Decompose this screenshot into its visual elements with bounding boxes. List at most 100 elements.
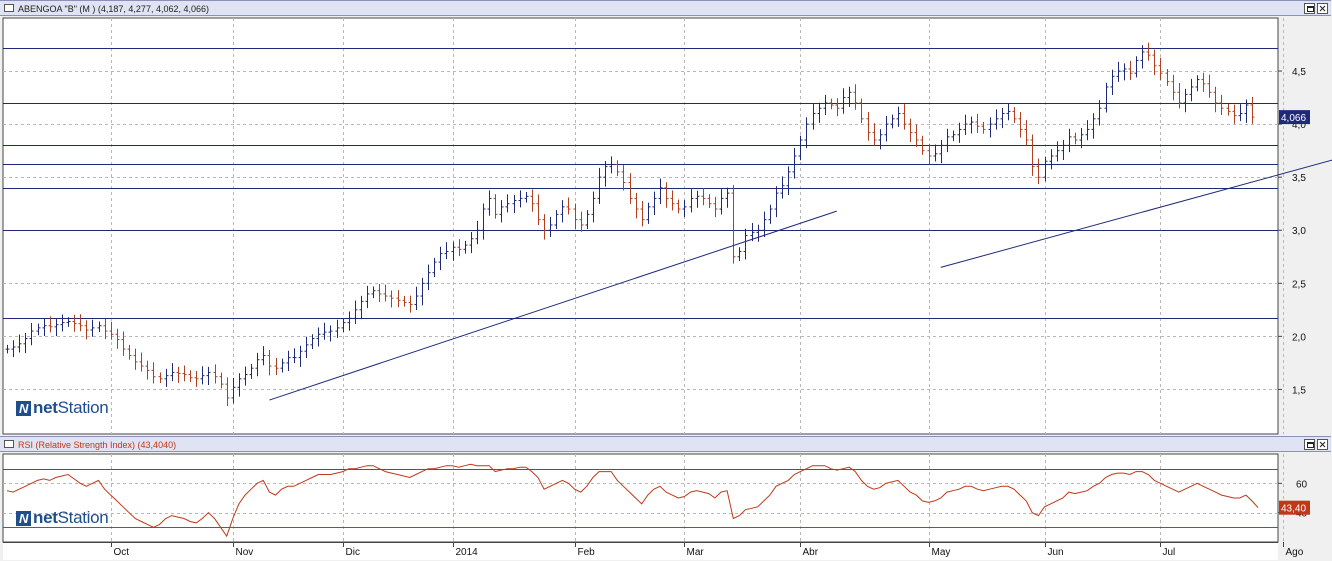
ohlc-bar bbox=[414, 286, 419, 311]
ohlc-bar bbox=[499, 200, 504, 223]
last-price-badge bbox=[1279, 110, 1310, 125]
minimize-button[interactable] bbox=[1304, 3, 1315, 14]
x-tick-label: Abr bbox=[803, 547, 819, 558]
ohlc-bar bbox=[603, 161, 608, 187]
ohlc-bar bbox=[213, 364, 218, 384]
netstation-logo-icon: N bbox=[16, 510, 31, 526]
ohlc-bar bbox=[1036, 158, 1041, 184]
ohlc-bar bbox=[536, 194, 541, 226]
ohlc-bar bbox=[1116, 61, 1121, 82]
ohlc-bar bbox=[408, 295, 413, 313]
close-button[interactable] bbox=[1317, 439, 1328, 450]
rsi-panel-header[interactable]: RSI (Relative Strength Index) (43,4040) bbox=[0, 436, 1331, 452]
ohlc-bar bbox=[981, 122, 986, 134]
ohlc-bar bbox=[444, 242, 449, 260]
ohlc-bar bbox=[237, 373, 242, 397]
ohlc-bar bbox=[17, 334, 22, 353]
ohlc-bar bbox=[54, 319, 59, 337]
ohlc-bar bbox=[682, 200, 687, 218]
ohlc-bar bbox=[750, 223, 755, 242]
ohlc-bar bbox=[280, 358, 285, 373]
ohlc-bar bbox=[994, 109, 999, 130]
ohlc-bar bbox=[914, 124, 919, 147]
ohlc-bar bbox=[1152, 49, 1157, 76]
ohlc-bar bbox=[139, 352, 144, 372]
ohlc-bar bbox=[481, 203, 486, 240]
ohlc-bar bbox=[48, 316, 53, 333]
ohlc-bar bbox=[359, 295, 364, 320]
panel-window-icon bbox=[4, 4, 14, 12]
ohlc-bar bbox=[731, 185, 736, 264]
price-tick-label: 4,0 bbox=[1292, 120, 1306, 131]
ohlc-bar bbox=[670, 190, 675, 211]
ohlc-bar bbox=[353, 300, 358, 324]
rsi-plot-area bbox=[2, 453, 1279, 543]
last-rsi-badge bbox=[1279, 500, 1310, 515]
close-button[interactable] bbox=[1317, 3, 1328, 14]
ohlc-bar bbox=[1189, 78, 1194, 102]
ohlc-bar bbox=[823, 94, 828, 115]
ohlc-bar bbox=[646, 202, 651, 224]
ohlc-bar bbox=[1043, 157, 1048, 182]
ohlc-bar bbox=[969, 116, 974, 134]
ohlc-bar bbox=[1104, 82, 1109, 113]
ohlc-bar bbox=[396, 290, 401, 308]
trendline bbox=[269, 210, 837, 401]
ohlc-bar bbox=[1061, 139, 1066, 160]
ohlc-bar bbox=[719, 189, 724, 215]
ohlc-bar bbox=[847, 86, 852, 107]
ohlc-bar bbox=[676, 199, 681, 214]
ohlc-bar bbox=[1000, 107, 1005, 129]
ohlc-bar bbox=[371, 286, 376, 299]
ohlc-bar bbox=[1158, 57, 1163, 80]
x-axis-strip bbox=[3, 542, 1278, 560]
ohlc-bar bbox=[432, 257, 437, 277]
ohlc-bar bbox=[426, 264, 431, 291]
ohlc-bar bbox=[615, 160, 620, 177]
ohlc-bar bbox=[585, 210, 590, 230]
ohlc-bar bbox=[170, 363, 175, 382]
ohlc-bar bbox=[902, 104, 907, 130]
ohlc-bar bbox=[939, 139, 944, 164]
ohlc-bar bbox=[292, 348, 297, 364]
ohlc-bar bbox=[927, 143, 932, 165]
ohlc-bar bbox=[328, 325, 333, 342]
ohlc-bar bbox=[316, 327, 321, 347]
ohlc-bar bbox=[609, 156, 614, 174]
ohlc-bar bbox=[1183, 88, 1188, 113]
netstation-logo: N net Station bbox=[16, 398, 109, 418]
logo-prefix: net bbox=[33, 398, 58, 417]
ohlc-bar bbox=[298, 345, 303, 367]
ohlc-bar bbox=[1110, 69, 1115, 96]
logo-prefix: net bbox=[33, 508, 58, 527]
price-panel-header[interactable]: ABENGOA "B" (M ) (4,187, 4,277, 4,062, 4… bbox=[0, 0, 1331, 16]
x-tick-label: 2014 bbox=[456, 547, 479, 558]
ohlc-bar bbox=[487, 190, 492, 216]
ohlc-bar bbox=[628, 173, 633, 204]
ohlc-bar bbox=[365, 285, 370, 309]
ohlc-bar bbox=[1085, 120, 1090, 141]
ohlc-bar bbox=[1091, 113, 1096, 139]
price-tick-label: 4,5 bbox=[1292, 67, 1306, 78]
ohlc-bar bbox=[920, 135, 925, 155]
ohlc-bar bbox=[1122, 63, 1127, 81]
ohlc-bar bbox=[72, 314, 77, 332]
ohlc-bar bbox=[640, 200, 645, 227]
price-chart: 1,5 2,0 2,5 3,0 3,5 4,0 4,5 4,066 bbox=[2, 17, 1332, 435]
ohlc-bar bbox=[829, 98, 834, 110]
ohlc-bar bbox=[341, 318, 346, 333]
ohlc-bar bbox=[548, 216, 553, 238]
trendline bbox=[940, 159, 1332, 268]
ohlc-bar bbox=[554, 210, 559, 230]
minimize-button[interactable] bbox=[1304, 439, 1315, 450]
ohlc-bar bbox=[402, 296, 407, 307]
ohlc-bar bbox=[90, 319, 95, 337]
ohlc-bar bbox=[933, 144, 938, 162]
ohlc-bar bbox=[158, 372, 163, 384]
ohlc-bar bbox=[512, 195, 517, 214]
ohlc-bar bbox=[707, 194, 712, 208]
price-tick-label: 2,5 bbox=[1292, 279, 1306, 290]
ohlc-bar bbox=[310, 334, 315, 350]
ohlc-bar bbox=[1195, 75, 1200, 92]
last-rsi-label: 43,40 bbox=[1281, 504, 1306, 515]
